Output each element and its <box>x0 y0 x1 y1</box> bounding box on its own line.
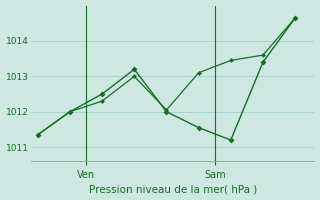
X-axis label: Pression niveau de la mer( hPa ): Pression niveau de la mer( hPa ) <box>89 184 257 194</box>
